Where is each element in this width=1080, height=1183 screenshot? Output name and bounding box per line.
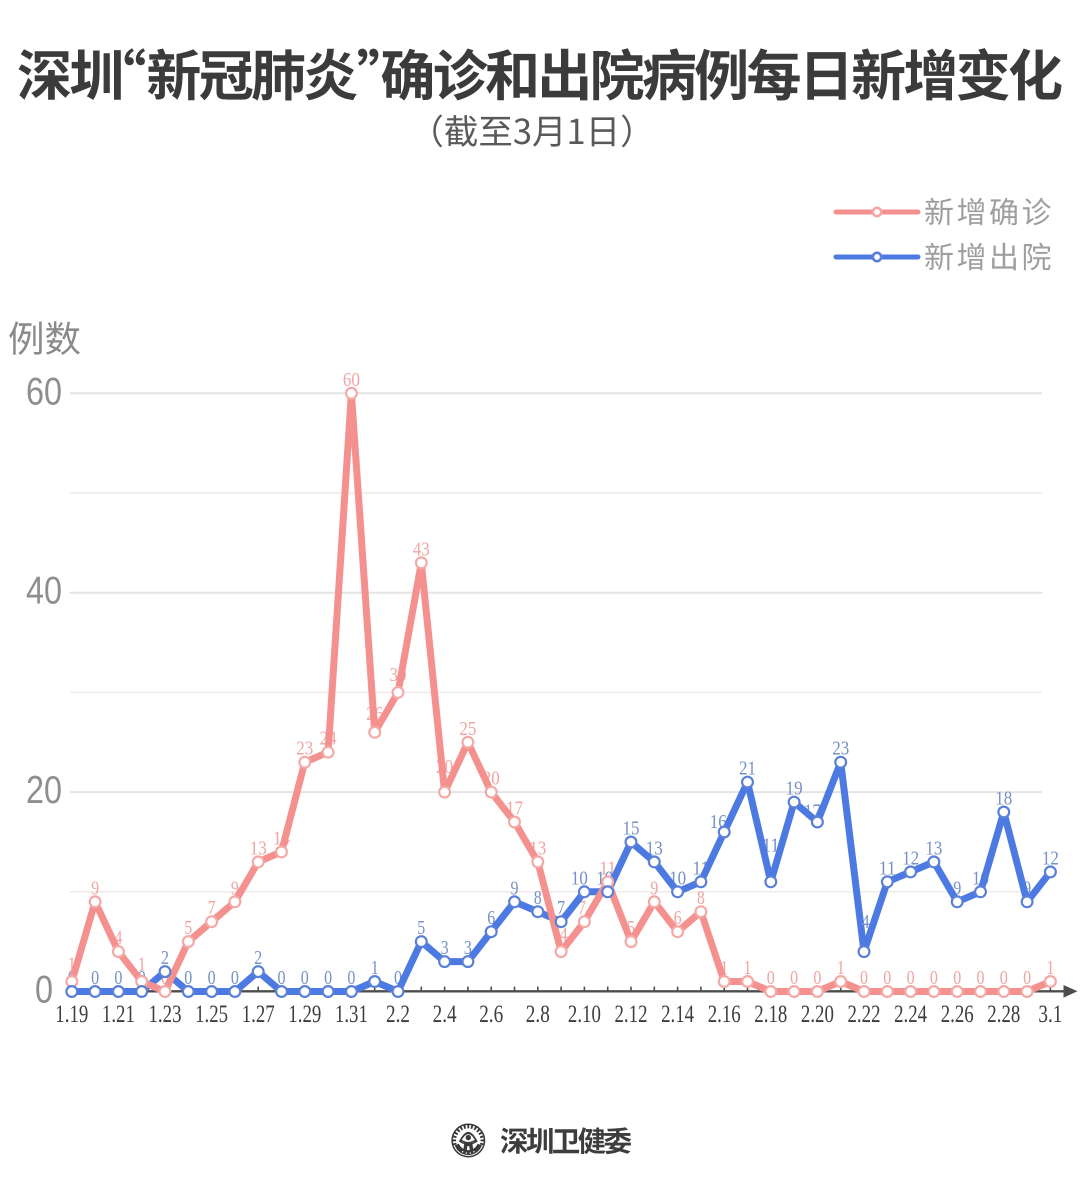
- svg-text:1: 1: [744, 957, 752, 979]
- svg-text:2.8: 2.8: [526, 1001, 550, 1028]
- svg-text:9: 9: [650, 877, 658, 899]
- svg-text:9: 9: [91, 877, 99, 899]
- svg-text:6: 6: [674, 907, 682, 929]
- svg-text:21: 21: [739, 758, 756, 780]
- svg-text:2.16: 2.16: [708, 1001, 741, 1028]
- svg-text:0: 0: [35, 969, 53, 1012]
- svg-text:12: 12: [1042, 847, 1059, 869]
- svg-text:1.27: 1.27: [242, 1001, 275, 1028]
- svg-text:9: 9: [953, 877, 961, 899]
- svg-text:1: 1: [68, 954, 76, 976]
- svg-text:1: 1: [720, 957, 728, 979]
- svg-text:10: 10: [571, 867, 588, 889]
- svg-text:0: 0: [790, 967, 798, 989]
- svg-text:0: 0: [301, 967, 309, 989]
- svg-text:5: 5: [417, 917, 425, 939]
- svg-text:2.20: 2.20: [801, 1001, 834, 1028]
- svg-text:60: 60: [343, 369, 360, 391]
- svg-text:3: 3: [464, 937, 472, 959]
- svg-text:1.19: 1.19: [55, 1001, 88, 1028]
- svg-text:0: 0: [907, 967, 915, 989]
- svg-text:1.29: 1.29: [288, 1001, 321, 1028]
- svg-text:2.6: 2.6: [479, 1001, 503, 1028]
- svg-text:0: 0: [1023, 967, 1031, 989]
- svg-text:3.1: 3.1: [1038, 1001, 1062, 1028]
- svg-text:0: 0: [394, 967, 402, 989]
- svg-text:1.21: 1.21: [102, 1001, 135, 1028]
- svg-text:0: 0: [208, 967, 216, 989]
- svg-text:2.14: 2.14: [661, 1001, 694, 1028]
- svg-text:2.10: 2.10: [568, 1001, 601, 1028]
- svg-text:7: 7: [578, 897, 586, 919]
- svg-text:40: 40: [26, 570, 62, 613]
- svg-text:0: 0: [347, 967, 355, 989]
- svg-text:2.24: 2.24: [894, 1001, 927, 1028]
- svg-text:0: 0: [114, 967, 122, 989]
- svg-text:0: 0: [278, 967, 286, 989]
- svg-text:11: 11: [599, 857, 616, 879]
- svg-text:2.12: 2.12: [615, 1001, 648, 1028]
- svg-text:60: 60: [26, 370, 62, 413]
- svg-text:5: 5: [184, 917, 192, 939]
- svg-text:1: 1: [138, 954, 146, 976]
- svg-text:11: 11: [879, 857, 896, 879]
- svg-text:4: 4: [862, 911, 870, 933]
- svg-text:4: 4: [114, 927, 122, 949]
- svg-text:23: 23: [296, 738, 313, 760]
- svg-text:1: 1: [1046, 957, 1054, 979]
- svg-text:2: 2: [161, 947, 169, 969]
- svg-text:0: 0: [1000, 967, 1008, 989]
- svg-text:13: 13: [925, 837, 942, 859]
- svg-text:5: 5: [627, 917, 635, 939]
- svg-text:2: 2: [254, 947, 262, 969]
- svg-text:0: 0: [184, 967, 192, 989]
- svg-text:7: 7: [557, 897, 565, 919]
- svg-text:4: 4: [560, 924, 568, 946]
- svg-text:1: 1: [837, 957, 845, 979]
- svg-text:1.23: 1.23: [149, 1001, 182, 1028]
- svg-text:8: 8: [697, 887, 705, 909]
- svg-text:2.2: 2.2: [386, 1001, 410, 1028]
- svg-text:0: 0: [883, 967, 891, 989]
- svg-text:3: 3: [441, 937, 449, 959]
- svg-text:2.4: 2.4: [433, 1001, 457, 1028]
- svg-text:15: 15: [623, 818, 640, 840]
- svg-text:12: 12: [902, 847, 919, 869]
- svg-text:2.22: 2.22: [848, 1001, 881, 1028]
- svg-text:6: 6: [487, 907, 495, 929]
- svg-text:0: 0: [813, 967, 821, 989]
- svg-text:0: 0: [930, 967, 938, 989]
- svg-text:43: 43: [413, 538, 430, 560]
- svg-text:2.26: 2.26: [941, 1001, 974, 1028]
- svg-text:0: 0: [860, 967, 868, 989]
- svg-text:9: 9: [511, 877, 519, 899]
- svg-text:1.25: 1.25: [195, 1001, 228, 1028]
- svg-text:7: 7: [208, 897, 216, 919]
- svg-text:0: 0: [324, 967, 332, 989]
- svg-text:2.18: 2.18: [754, 1001, 787, 1028]
- svg-text:20: 20: [26, 769, 62, 812]
- svg-text:18: 18: [995, 788, 1012, 810]
- svg-text:1.31: 1.31: [335, 1001, 368, 1028]
- svg-text:23: 23: [832, 738, 849, 760]
- svg-text:19: 19: [786, 778, 803, 800]
- svg-text:0: 0: [91, 967, 99, 989]
- svg-text:8: 8: [534, 887, 542, 909]
- svg-text:0: 0: [767, 967, 775, 989]
- svg-text:0: 0: [231, 967, 239, 989]
- svg-text:25: 25: [459, 718, 476, 740]
- svg-text:2.28: 2.28: [987, 1001, 1020, 1028]
- svg-text:1: 1: [371, 957, 379, 979]
- svg-text:0: 0: [953, 967, 961, 989]
- svg-text:9: 9: [231, 877, 239, 899]
- svg-text:13: 13: [250, 837, 267, 859]
- svg-text:0: 0: [977, 967, 985, 989]
